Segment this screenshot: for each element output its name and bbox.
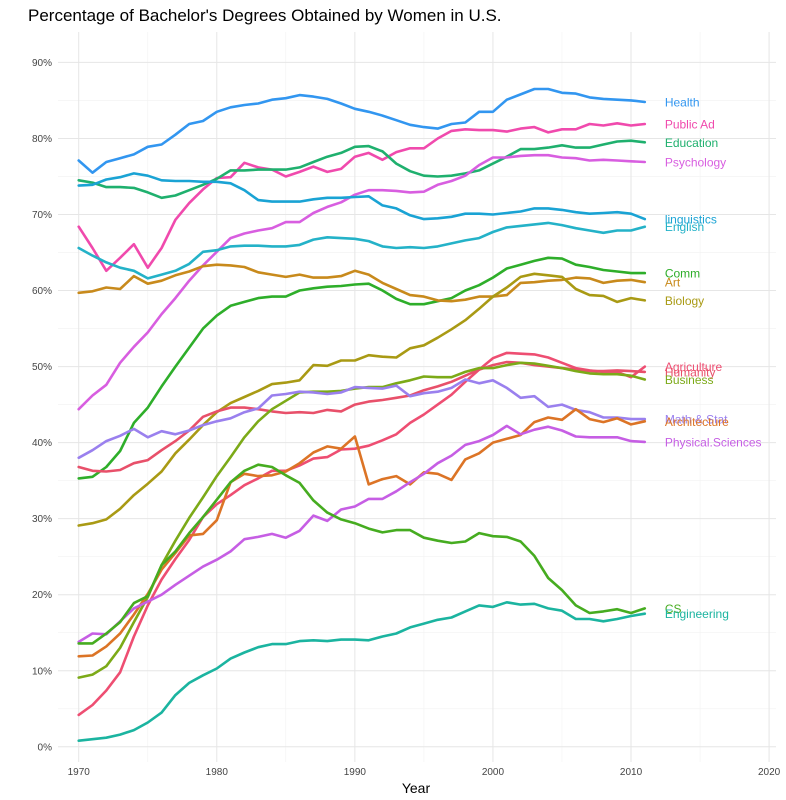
series-label: Math & Stat [665,413,728,427]
series-label: Physical.Sciences [665,435,762,449]
chart-title: Percentage of Bachelor's Degrees Obtaine… [28,6,502,25]
series-label: English [665,220,704,234]
series-line [77,122,647,273]
x-tick-label: 1990 [344,767,367,778]
x-axis-title: Year [402,780,431,796]
series-line [77,407,647,658]
series-line [77,424,647,644]
series-labels: Health Public Ad Education Psychology lingui… [665,95,762,621]
x-axis-ticks: 1970 1980 1990 2000 2010 2020 [68,767,781,778]
x-tick-label: 2010 [620,767,643,778]
series-label: Humanity [665,365,716,379]
series-line [77,600,647,743]
x-tick-label: 2000 [482,767,505,778]
y-tick-label: 80% [32,134,52,145]
series-line [77,378,647,460]
series-label: linguistics [665,213,717,227]
series-label: Art [665,276,681,290]
x-tick-label: 2020 [758,767,781,778]
series-label: CS [665,602,682,616]
y-tick-label: 40% [32,438,52,449]
series-lines [77,87,647,743]
x-tick-label: 1970 [68,767,91,778]
y-tick-label: 90% [32,58,52,69]
y-tick-label: 10% [32,666,52,677]
series-line [77,139,647,200]
series-line [77,361,647,679]
y-axis-ticks: 0% 10% 20% 30% 40% 50% 60% 70% 80% 90% [32,58,52,753]
series-line [77,263,647,303]
y-tick-label: 20% [32,590,52,601]
series-label: Health [665,95,700,109]
series-label: Architecture [665,415,729,429]
series-line [77,272,647,527]
series-label: Education [665,136,718,150]
y-tick-label: 60% [32,286,52,297]
y-tick-label: 70% [32,210,52,221]
series-label: Public Ad [665,118,715,132]
grid [58,32,776,762]
series-line [77,221,647,280]
y-tick-label: 50% [32,362,52,373]
series-line [77,256,647,480]
series-line [77,172,647,221]
series-line [77,463,647,645]
series-label: Comm [665,267,700,281]
series-line [77,351,647,717]
series-line [77,360,647,473]
y-tick-label: 0% [38,742,53,753]
y-tick-label: 30% [32,514,52,525]
series-label: Psychology [665,156,726,170]
series-line [77,153,647,411]
series-label: Engineering [665,607,729,621]
series-label: Agriculture [665,360,723,374]
series-label: Biology [665,294,704,308]
series-line [77,87,647,174]
x-tick-label: 1980 [206,767,229,778]
series-label: Business [665,373,714,387]
